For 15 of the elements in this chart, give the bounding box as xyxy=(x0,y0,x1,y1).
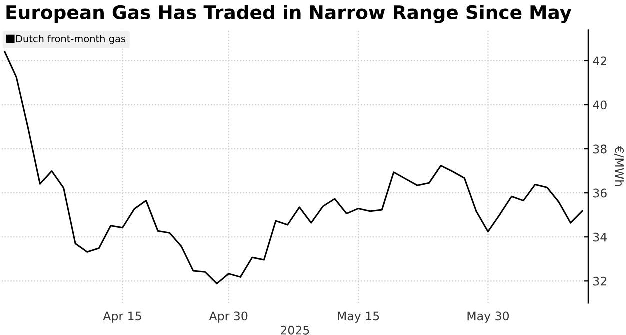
x-tick-label: Apr 30 xyxy=(209,312,248,323)
y-axis-title: €/MWh xyxy=(614,146,624,186)
y-tick-label: 40 xyxy=(593,100,607,110)
x-tick-label: Apr 15 xyxy=(103,312,142,323)
x-axis-title: 2025 xyxy=(281,326,310,335)
y-tick-label: 32 xyxy=(594,276,606,286)
y-tick-label: 42 xyxy=(593,56,606,66)
x-tick-label: May 30 xyxy=(468,312,510,323)
y-tick-label: 36 xyxy=(594,188,607,198)
legend-label: Dutch front-month gas xyxy=(16,35,126,44)
y-tick-label: 34 xyxy=(594,232,607,242)
chart-title: European Gas Has Traded in Narrow Range Since May xyxy=(6,5,572,24)
y-tick-label: 38 xyxy=(594,144,607,154)
x-tick-label: May 15 xyxy=(338,312,380,323)
line-series xyxy=(4,50,584,285)
